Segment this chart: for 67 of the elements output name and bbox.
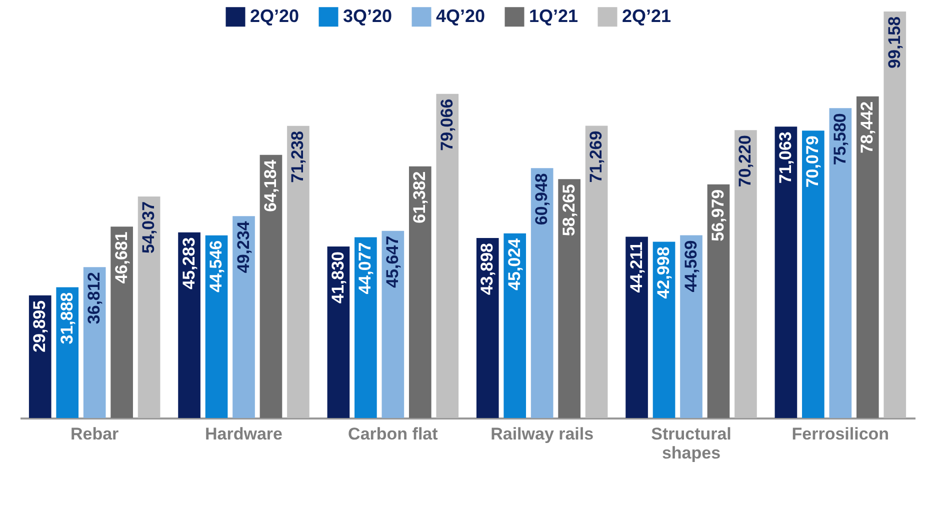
data-label: 78,442 <box>858 101 877 154</box>
bar <box>205 235 228 418</box>
data-label: 64,184 <box>260 159 280 212</box>
bar <box>408 166 432 418</box>
bar <box>680 235 702 418</box>
data-label: 29,895 <box>30 300 50 352</box>
legend-label: 4Q’20 <box>436 6 486 26</box>
data-label: 49,234 <box>234 220 253 274</box>
bar <box>884 11 906 418</box>
data-label: 45,283 <box>179 237 198 290</box>
data-label: 45,024 <box>504 238 524 290</box>
bar <box>802 130 824 418</box>
legend-label: 1Q’21 <box>529 6 578 26</box>
data-label: 61,382 <box>410 171 430 224</box>
data-label: 79,066 <box>437 98 456 151</box>
bar <box>178 232 200 418</box>
x-tick-label: Rebar <box>70 424 120 444</box>
data-label: 71,269 <box>586 130 606 183</box>
bar <box>530 168 554 418</box>
data-label: 99,158 <box>884 16 904 68</box>
bar <box>626 236 648 418</box>
data-label: 42,998 <box>654 246 674 299</box>
data-label: 44,569 <box>681 240 700 292</box>
x-tick-label: Railway rails <box>490 424 594 444</box>
data-label: 41,830 <box>328 251 348 304</box>
bar <box>436 94 459 418</box>
x-tick-label: Carbon flat <box>348 424 438 444</box>
data-label: 56,979 <box>708 189 728 242</box>
x-tick-label: Ferrosilicon <box>792 424 890 444</box>
bar <box>774 126 798 418</box>
legend-label: 2Q’21 <box>622 6 672 26</box>
bar <box>327 246 350 418</box>
data-label: 71,063 <box>776 132 795 184</box>
bar <box>707 184 730 418</box>
data-label: 31,888 <box>57 292 76 344</box>
data-label: 44,211 <box>626 242 646 293</box>
bar <box>138 196 160 418</box>
data-label: 46,681 <box>112 232 131 284</box>
bar <box>354 237 377 418</box>
data-label: 54,037 <box>139 201 158 254</box>
x-tick-label: Structural shapes <box>651 424 732 462</box>
data-label: 58,265 <box>559 184 578 236</box>
bar <box>110 226 133 418</box>
data-label: 44,546 <box>206 240 226 292</box>
data-label: 44,077 <box>356 242 375 294</box>
data-label: 75,580 <box>830 113 850 166</box>
data-label: 70,220 <box>736 135 755 188</box>
bar <box>734 130 757 418</box>
legend-label: 3Q’20 <box>343 6 392 26</box>
bar <box>476 238 499 418</box>
bar <box>260 154 282 418</box>
bar <box>287 126 310 418</box>
x-tick-label: Hardware <box>205 424 282 444</box>
legend-label: 2Q’20 <box>250 6 300 26</box>
bar <box>232 216 255 418</box>
bar <box>504 233 526 418</box>
bar <box>585 126 608 418</box>
data-label: 36,812 <box>84 272 104 324</box>
bar <box>558 179 580 418</box>
data-label: 60,948 <box>532 173 552 226</box>
data-label: 43,898 <box>478 243 497 296</box>
data-label: 70,079 <box>803 136 822 188</box>
bar <box>829 108 852 418</box>
bar <box>382 230 404 418</box>
data-label: 71,238 <box>288 130 308 183</box>
bar <box>856 96 879 418</box>
data-label: 45,647 <box>382 236 402 288</box>
